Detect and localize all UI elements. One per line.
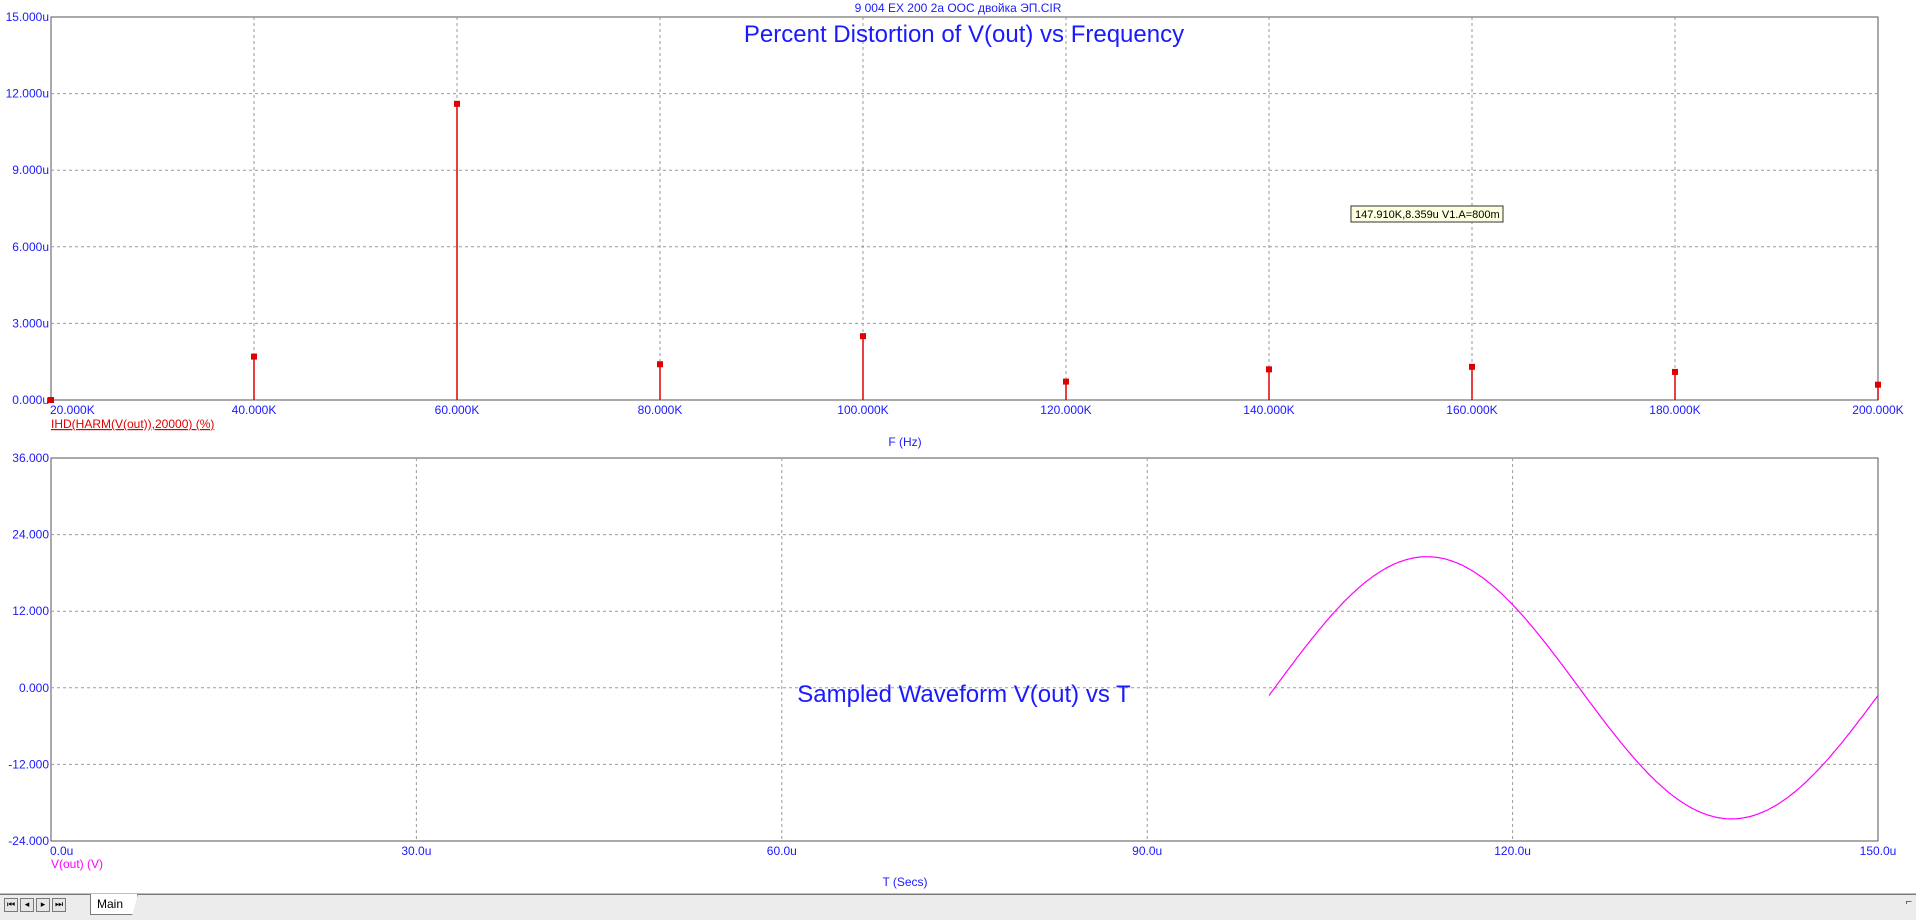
cursor-tooltip-box — [1350, 205, 1504, 223]
first-page-button[interactable]: ⏮ — [4, 898, 18, 912]
trace-label: IHD(HARM(V(out)),20000) (%) — [51, 417, 214, 431]
y-tick-label: -24.000 — [8, 834, 49, 848]
x-tick-label: 40.000K — [232, 403, 277, 417]
x-tick-label: 20.000K — [50, 403, 95, 417]
waveform-line — [1268, 556, 1879, 820]
x-axis-label: T (Secs) — [882, 875, 927, 889]
x-axis-label: F (Hz) — [888, 435, 921, 449]
x-tick-label: 60.0u — [767, 844, 797, 858]
plots-canvas: 20.000K 40.000K 60.000K 80.000K 100.000K 120.… — [6, 10, 1904, 889]
x-tick-label: 100.000K — [837, 403, 888, 417]
harmonic-marker — [860, 333, 866, 340]
harmonic-marker — [1063, 378, 1069, 385]
harmonic-marker — [48, 397, 54, 403]
x-tick-label: 140.000K — [1243, 403, 1294, 417]
harmonic-marker — [1875, 381, 1881, 388]
x-tick-label: 0.0u — [50, 844, 73, 858]
y-tick-label: 36.000 — [12, 451, 49, 465]
y-tick-label: 12.000 — [12, 604, 49, 618]
y-tick-label: 12.000u — [6, 87, 49, 101]
tab-divider — [0, 894, 1916, 895]
harmonic-marker — [1266, 366, 1272, 373]
next-page-button[interactable]: ▸ — [36, 898, 50, 912]
y-tick-label: -12.000 — [8, 757, 49, 771]
x-tick-label: 160.000K — [1446, 403, 1497, 417]
x-tick-label: 80.000K — [638, 403, 683, 417]
trace-label: V(out) (V) — [51, 857, 103, 871]
plot-frame-0 — [50, 16, 1879, 401]
x-tick-label: 120.0u — [1494, 844, 1531, 858]
harmonic-marker — [251, 353, 257, 360]
y-tick-label: 0.000 — [19, 681, 49, 695]
harmonic-marker — [454, 100, 460, 107]
harmonic-marker — [657, 361, 663, 368]
tab-main[interactable]: Main — [90, 894, 139, 915]
y-tick-label: 0.000u — [12, 393, 49, 407]
x-tick-label: 200.000K — [1852, 403, 1903, 417]
chart-title: Sampled Waveform V(out) vs T — [797, 681, 1131, 708]
harmonic-marker — [1469, 363, 1475, 370]
y-tick-label: 9.000u — [12, 163, 49, 177]
plot-frame-1 — [50, 457, 1879, 842]
y-tick-label: 24.000 — [12, 528, 49, 542]
x-tick-label: 120.000K — [1040, 403, 1091, 417]
file-title: 9 004 EX 200 2a ООС двойка ЭП.CIR — [854, 1, 1062, 15]
harmonic-marker — [1672, 368, 1678, 375]
chart-title: Percent Distortion of V(out) vs Frequenc… — [744, 21, 1184, 48]
x-tick-label: 150.0u — [1860, 844, 1897, 858]
y-tick-label: 6.000u — [12, 240, 49, 254]
x-tick-label: 180.000K — [1649, 403, 1700, 417]
tab-bar: ⏮ ◂ ▸ ⏭ Main ⌐ — [0, 893, 1916, 920]
prev-page-button[interactable]: ◂ — [20, 898, 34, 912]
x-tick-label: 60.000K — [435, 403, 480, 417]
resize-corner-icon: ⌐ — [1905, 896, 1912, 908]
y-tick-label: 3.000u — [12, 316, 49, 330]
x-tick-label: 90.0u — [1132, 844, 1162, 858]
last-page-button[interactable]: ⏭ — [52, 898, 66, 912]
y-tick-label: 15.000u — [6, 10, 49, 24]
cursor-tooltip-text: 147.910K,8.359u V1.A=800m — [1355, 209, 1500, 221]
x-tick-label: 30.0u — [401, 844, 431, 858]
